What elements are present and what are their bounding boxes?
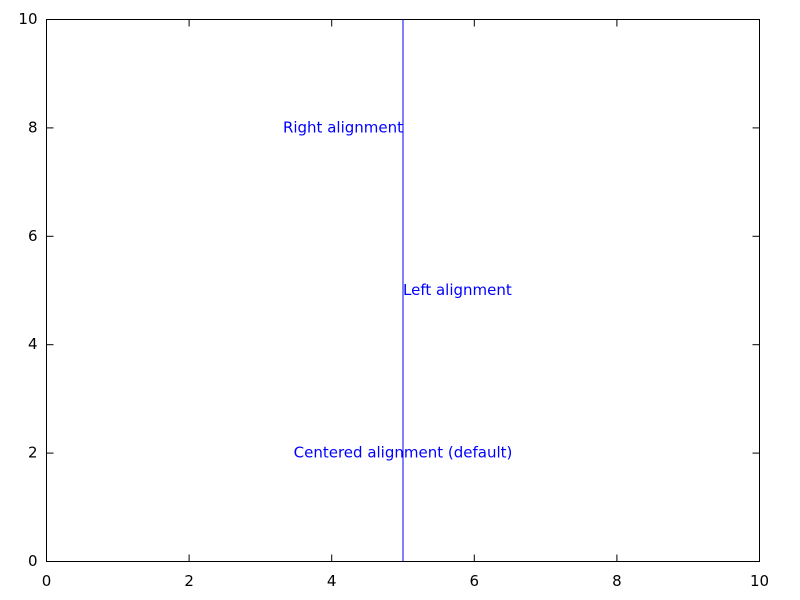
annotation: Centered alignment (default) xyxy=(294,444,513,462)
x-tick-label: 2 xyxy=(184,572,194,590)
x-tick-label: 8 xyxy=(612,572,622,590)
x-tick-label: 0 xyxy=(42,572,52,590)
y-tick-label: 10 xyxy=(18,10,37,28)
annotation: Left alignment xyxy=(403,281,512,299)
y-tick-label: 8 xyxy=(28,118,38,136)
x-tick-label: 10 xyxy=(750,572,769,590)
y-tick-label: 0 xyxy=(28,552,38,570)
x-tick-label: 6 xyxy=(470,572,480,590)
x-tick-label: 4 xyxy=(327,572,337,590)
y-tick-label: 2 xyxy=(28,444,38,462)
annotation: Right alignment xyxy=(283,118,403,136)
y-tick-label: 6 xyxy=(28,227,38,245)
y-tick-label: 4 xyxy=(28,335,38,353)
